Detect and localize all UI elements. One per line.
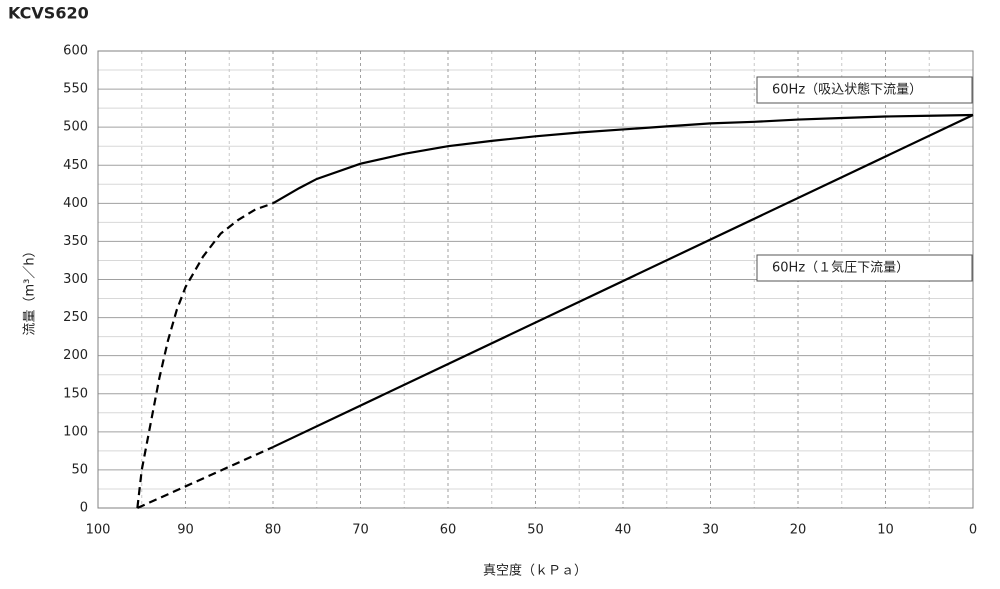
series-label: 60Hz（吸込状態下流量） <box>772 82 922 98</box>
y-axis-label: 流量（m³／h） <box>23 244 38 335</box>
y-tick-label: 100 <box>63 424 88 439</box>
annotation-box <box>756 76 973 104</box>
x-axis-label: 真空度（ｋＰａ） <box>483 563 587 579</box>
y-tick-label: 600 <box>63 44 88 59</box>
x-tick-label: 80 <box>265 523 282 538</box>
y-tick-label: 350 <box>63 234 88 249</box>
y-tick-label: 550 <box>63 82 88 97</box>
y-tick-label: 450 <box>63 158 88 173</box>
x-tick-label: 70 <box>352 523 369 538</box>
series-line <box>136 446 274 510</box>
series-line <box>136 202 274 509</box>
y-tick-label: 400 <box>63 196 88 211</box>
y-tick-label: 200 <box>63 348 88 363</box>
y-tick-label: 500 <box>63 120 88 135</box>
x-tick-label: 0 <box>969 523 977 538</box>
y-tick-label: 300 <box>63 272 88 287</box>
x-tick-label: 50 <box>527 523 544 538</box>
x-tick-label: 20 <box>790 523 807 538</box>
x-tick-label: 30 <box>702 523 719 538</box>
y-tick-label: 0 <box>80 501 88 516</box>
y-tick-label: 150 <box>63 386 88 401</box>
x-tick-label: 10 <box>877 523 894 538</box>
x-tick-label: 40 <box>615 523 632 538</box>
series-line <box>272 113 974 449</box>
series-label: 60Hz（１気圧下流量） <box>772 260 909 276</box>
y-tick-label: 250 <box>63 310 88 325</box>
y-tick-label: 50 <box>71 462 88 477</box>
x-tick-label: 60 <box>440 523 457 538</box>
x-tick-label: 100 <box>86 523 111 538</box>
series-line <box>272 113 974 205</box>
chart-title: KCVS620 <box>8 4 89 23</box>
x-tick-label: 90 <box>177 523 194 538</box>
plot-frame <box>97 50 974 509</box>
annotation-box <box>756 254 973 282</box>
